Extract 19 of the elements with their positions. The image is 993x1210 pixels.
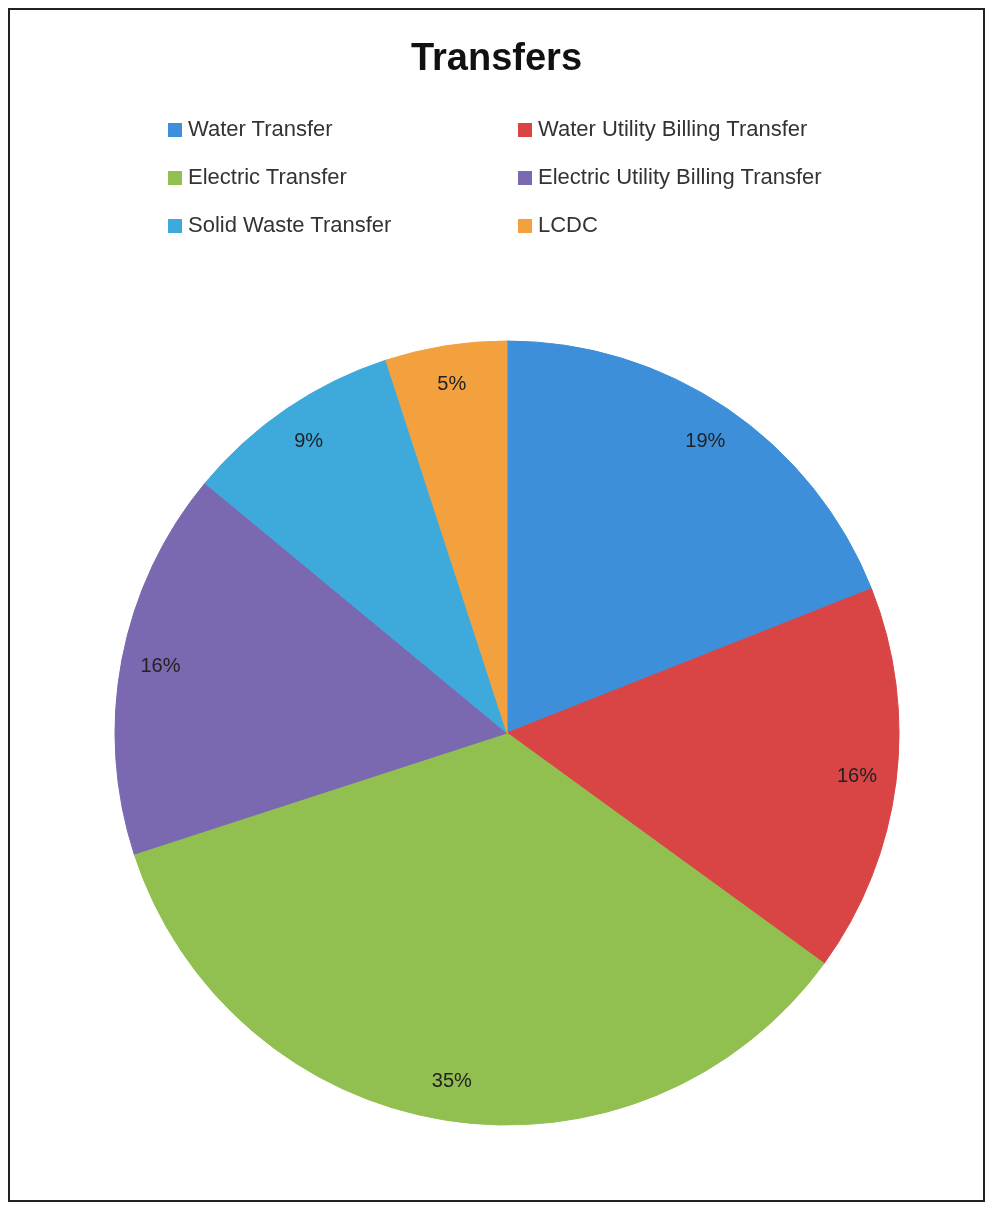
- pie-slice: [115, 482, 508, 855]
- data-label: 9%: [294, 428, 324, 451]
- legend-label: Electric Transfer: [188, 163, 347, 189]
- data-label: 16%: [837, 764, 878, 787]
- pie-slice: [133, 732, 825, 1126]
- legend-label: Water Utility Billing Transfer: [538, 115, 808, 141]
- data-label: 19%: [685, 428, 726, 451]
- legend-label: Solid Waste Transfer: [188, 211, 392, 237]
- pie-slice: [204, 359, 508, 734]
- pie-slice: [385, 340, 508, 734]
- data-label: 16%: [140, 654, 181, 677]
- legend-label: Electric Utility Billing Transfer: [538, 163, 822, 189]
- legend-label: Water Transfer: [188, 115, 333, 141]
- pie-slice: [506, 340, 872, 734]
- legend-label: LCDC: [538, 211, 599, 237]
- chart-title: Transfers: [410, 36, 583, 78]
- data-label: 5%: [437, 371, 467, 394]
- data-label: 35%: [431, 1068, 473, 1091]
- pie-slice: [506, 588, 900, 964]
